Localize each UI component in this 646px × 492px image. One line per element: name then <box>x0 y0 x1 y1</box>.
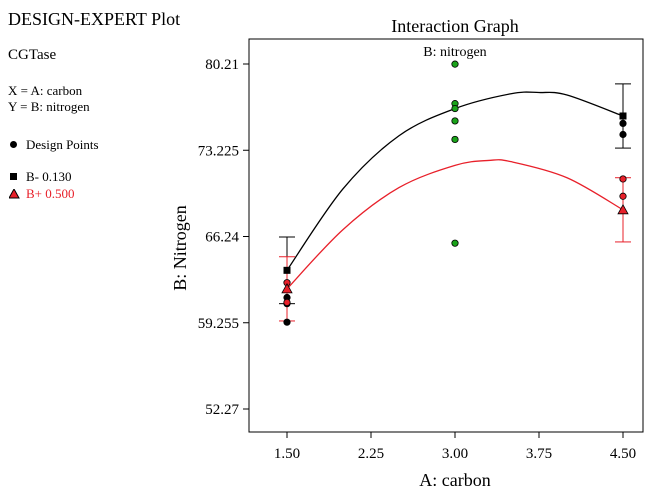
x-axis-label: A: carbon <box>419 470 490 490</box>
design-point <box>283 318 291 326</box>
x-tick-label: 1.50 <box>274 446 300 462</box>
triangle-marker-icon <box>8 188 22 200</box>
x-tick-label: 3.00 <box>442 446 468 462</box>
y-tick-label: 52.27 <box>205 402 239 418</box>
x-tick-label: 4.50 <box>610 446 636 462</box>
design-point <box>451 135 459 144</box>
x-tick-label: 2.25 <box>358 446 384 462</box>
legend-design-points-label: Design Points <box>26 137 99 152</box>
series-line-b-minus <box>286 91 624 271</box>
design-point <box>451 104 459 113</box>
y-axis-label: B: Nitrogen <box>170 205 190 291</box>
response-name: CGTase <box>8 47 57 63</box>
software-title: DESIGN-EXPERT Plot <box>8 9 181 29</box>
chart-subtitle: B: nitrogen <box>423 45 486 60</box>
series-line-b-plus <box>286 159 624 290</box>
y-definition: Y = B: nitrogen <box>8 99 90 114</box>
legend-b-minus: B- 0.130 <box>8 169 72 185</box>
x-definition: X = A: carbon <box>8 83 83 98</box>
legend-design-points: Design Points <box>8 137 99 153</box>
y-tick-label: 66.24 <box>205 230 239 246</box>
circle-marker-icon <box>8 139 22 151</box>
plot-frame <box>248 38 644 433</box>
square-marker-icon <box>8 171 22 183</box>
series-marker-b-plus <box>617 204 629 215</box>
series-marker-b-plus <box>281 283 293 294</box>
design-point <box>451 117 459 125</box>
design-point <box>451 60 459 68</box>
series-marker-b-minus <box>619 112 627 120</box>
y-tick-label: 59.255 <box>198 316 239 332</box>
legend-b-minus-label: B- 0.130 <box>26 169 72 184</box>
chart-title: Interaction Graph <box>391 16 518 36</box>
design-point <box>283 298 291 307</box>
legend-b-plus: B+ 0.500 <box>8 186 75 202</box>
y-tick-label: 80.21 <box>205 57 239 73</box>
design-point <box>619 192 627 200</box>
x-tick-label: 3.75 <box>526 446 552 462</box>
design-point <box>451 239 459 247</box>
legend-b-plus-label: B+ 0.500 <box>26 186 75 201</box>
design-point <box>619 175 627 183</box>
design-point <box>619 130 627 139</box>
y-tick-label: 73.225 <box>198 143 239 159</box>
design-point <box>619 119 627 127</box>
series-marker-b-minus <box>283 266 291 274</box>
